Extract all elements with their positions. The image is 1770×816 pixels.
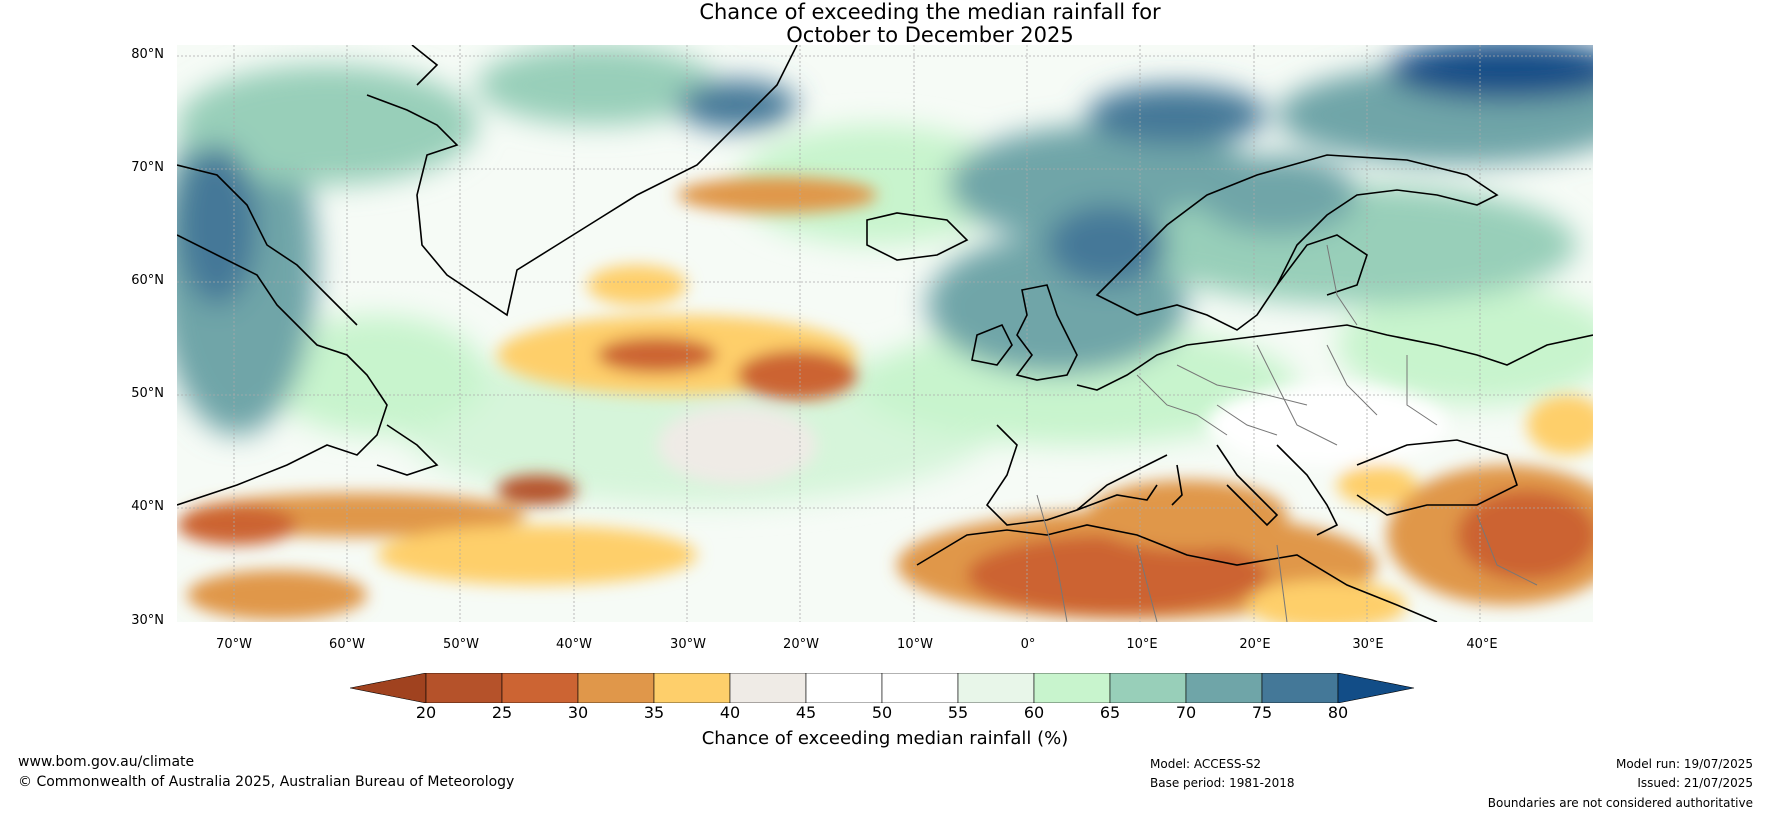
lon-label-10W: 10°W [897,637,933,652]
colorbar-segment [957,673,1035,703]
lat-label-40N: 40°N [131,499,164,514]
colorbar-tick: 30 [567,703,589,722]
lon-label-50W: 50°W [443,637,479,652]
colorbar-tick: 65 [1099,703,1121,722]
map-title-line2: October to December 2025 [786,23,1074,47]
rainfall-map [177,45,1593,622]
colorbar-tick: 25 [491,703,513,722]
colorbar-label: Chance of exceeding median rainfall (%) [701,728,1069,749]
lon-label-30E: 30°E [1352,637,1384,652]
copyright-text: © Commonwealth of Australia 2025, Austra… [18,774,515,790]
lat-label-70N: 70°N [131,160,164,175]
map-title-line1: Chance of exceeding the median rainfall … [699,0,1161,24]
colorbar-segment [501,673,579,703]
rainfall-map-canvas [177,45,1593,622]
lon-label-40E: 40°E [1466,637,1498,652]
colorbar-segment [1185,673,1263,703]
lon-label-0: 0° [1020,637,1036,652]
coastlines [177,45,1593,622]
model-run-text: Model run: 19/07/2025 [1615,757,1753,771]
colorbar-segment [729,673,807,703]
colorbar-tick: 55 [947,703,969,722]
colorbar-tick: 50 [871,703,893,722]
colorbar-low-extension [350,673,427,703]
colorbar-segment [653,673,731,703]
colorbar-tick: 70 [1175,703,1197,722]
colorbar-tick: 20 [415,703,437,722]
lon-label-70W: 70°W [216,637,252,652]
lat-label-30N: 30°N [131,613,164,628]
colorbar-segment [577,673,655,703]
lon-label-40W: 40°W [556,637,592,652]
colorbar-segment [1261,673,1339,703]
colorbar-tick: 75 [1251,703,1273,722]
lon-label-20E: 20°E [1239,637,1271,652]
lat-label-60N: 60°N [131,273,164,288]
disclaimer-text: Boundaries are not considered authoritat… [1487,796,1753,810]
lon-label-10E: 10°E [1126,637,1158,652]
colorbar [350,673,1415,703]
colorbar-segment [881,673,959,703]
colorbar-tick: 80 [1327,703,1349,722]
colorbar-high-extension [1337,673,1415,703]
colorbar-segment [805,673,883,703]
colorbar-segment [1033,673,1111,703]
colorbar-tick: 40 [719,703,741,722]
colorbar-tick: 35 [643,703,665,722]
probability-field-dry [177,177,1593,622]
colorbar-tick: 60 [1023,703,1045,722]
lat-label-80N: 80°N [131,47,164,62]
lon-label-20W: 20°W [783,637,819,652]
colorbar-tick: 45 [795,703,817,722]
lat-label-50N: 50°N [131,386,164,401]
lon-label-30W: 30°W [670,637,706,652]
colorbar-segment [1109,673,1187,703]
lon-label-60W: 60°W [329,637,365,652]
colorbar-segment [425,673,503,703]
website-link[interactable]: www.bom.gov.au/climate [18,754,195,770]
base-period-text: Base period: 1981-2018 [1150,776,1295,790]
issued-text: Issued: 21/07/2025 [1637,776,1753,790]
national-boundaries [1036,244,1538,622]
model-text: Model: ACCESS-S2 [1150,757,1262,771]
